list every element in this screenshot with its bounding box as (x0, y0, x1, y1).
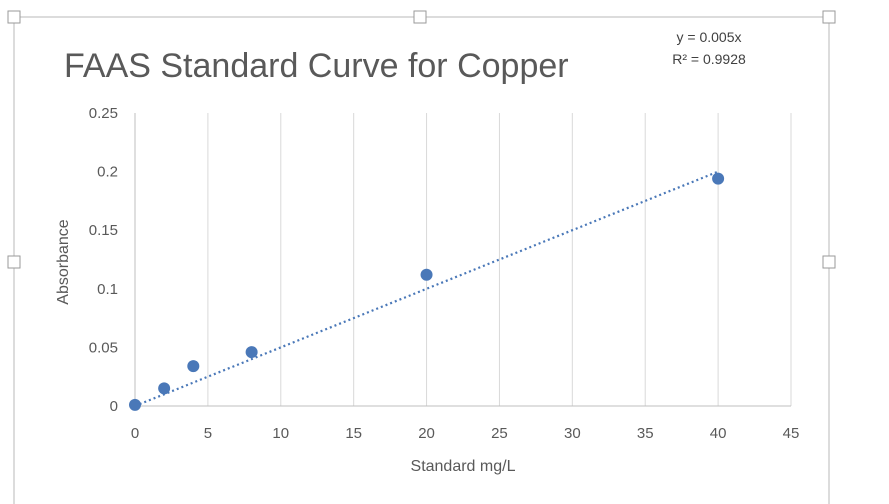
data-point (245, 346, 258, 359)
resize-handle-top-middle[interactable] (413, 10, 427, 24)
x-tick-label: 0 (131, 425, 139, 442)
y-tick-label: 0.15 (89, 222, 118, 239)
x-tick-labels: 0 5 10 15 20 25 30 35 40 45 (131, 425, 800, 442)
resize-handle-top-right[interactable] (822, 10, 836, 24)
data-point (420, 268, 433, 281)
data-point (712, 172, 725, 185)
data-points (129, 172, 725, 411)
gridlines (207, 113, 792, 406)
resize-handle-top-left[interactable] (7, 10, 21, 24)
y-axis-label: Absorbance (55, 219, 72, 304)
data-point (129, 398, 141, 411)
x-tick-label: 30 (564, 425, 581, 442)
y-tick-label: 0.1 (97, 281, 118, 298)
x-tick-label: 40 (710, 425, 727, 442)
data-point (187, 360, 200, 373)
resize-handle-middle-left[interactable] (7, 255, 21, 269)
axes (134, 113, 791, 407)
y-tick-labels: 0 0.05 0.1 0.15 0.2 0.25 (89, 105, 118, 415)
x-tick-label: 20 (418, 425, 435, 442)
x-tick-label: 10 (272, 425, 289, 442)
x-axis-label: Standard mg/L (411, 458, 516, 475)
resize-handle-middle-right[interactable] (822, 255, 836, 269)
y-tick-label: 0.25 (89, 105, 118, 122)
x-tick-label: 5 (204, 425, 212, 442)
x-tick-label: 45 (783, 425, 800, 442)
y-tick-label: 0.2 (97, 164, 118, 181)
x-tick-label: 25 (491, 425, 508, 442)
x-tick-label: 15 (345, 425, 362, 442)
x-tick-label: 35 (637, 425, 654, 442)
data-point (158, 382, 171, 395)
chart-title: FAAS Standard Curve for Copper (64, 47, 569, 85)
y-tick-label: 0.05 (89, 339, 118, 356)
trendline-r-squared: R² = 0.9928 (672, 51, 746, 67)
y-tick-label: 0 (110, 398, 118, 415)
trendline-equation: y = 0.005x (677, 29, 742, 45)
